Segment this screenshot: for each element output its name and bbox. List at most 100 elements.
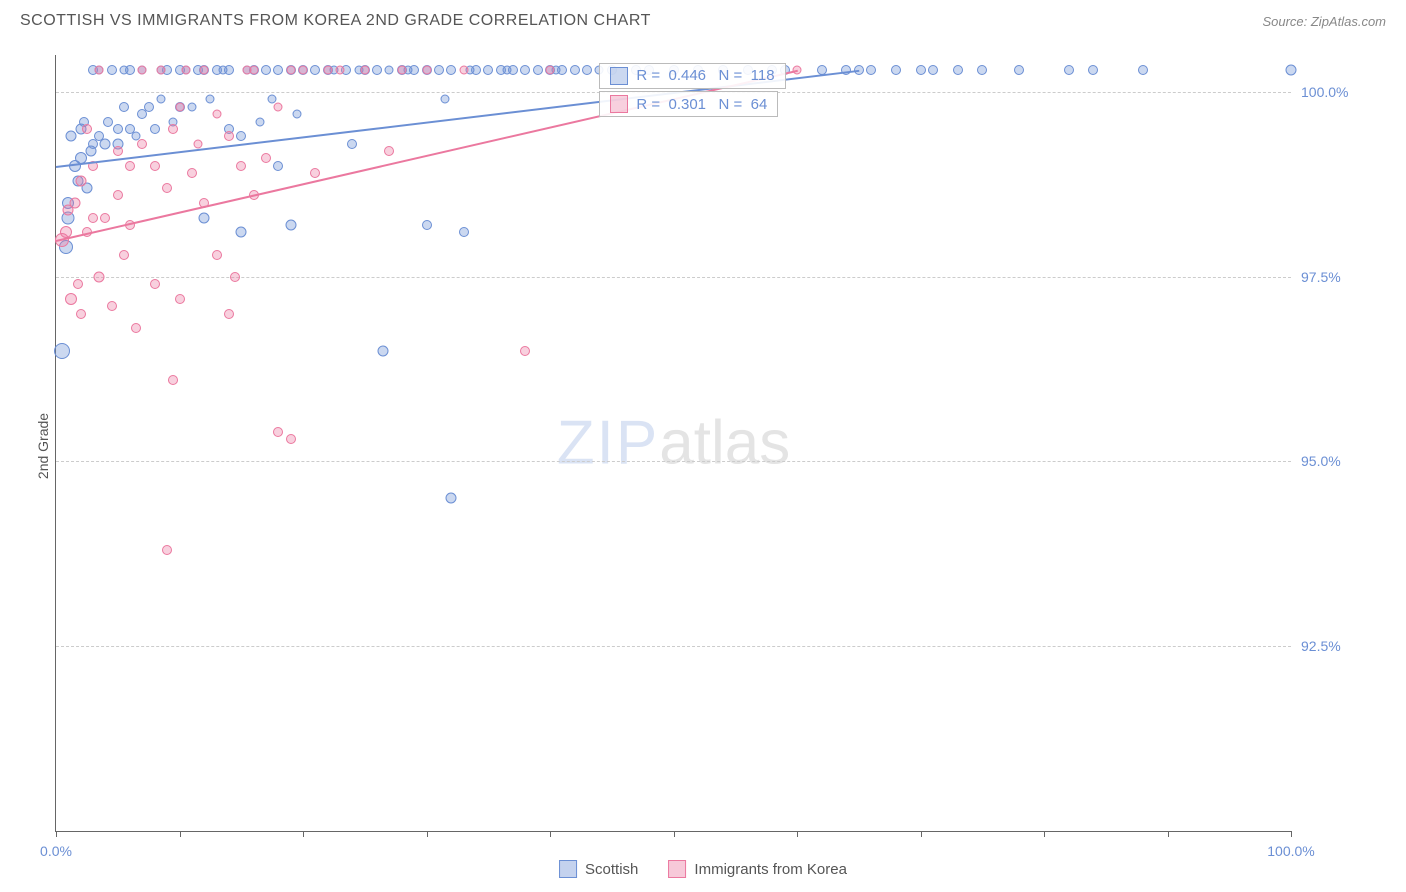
data-point <box>273 161 283 171</box>
data-point <box>1286 64 1297 75</box>
data-point <box>65 293 77 305</box>
data-point <box>459 227 469 237</box>
data-point <box>100 213 110 223</box>
data-point <box>150 124 160 134</box>
data-point <box>95 65 104 74</box>
data-point <box>187 168 197 178</box>
data-point <box>103 117 113 127</box>
data-point <box>273 427 283 437</box>
data-point <box>261 153 271 163</box>
data-point <box>347 139 357 149</box>
data-point <box>88 213 98 223</box>
data-point <box>54 343 70 359</box>
data-point <box>285 219 296 230</box>
data-point <box>866 65 876 75</box>
data-point <box>137 139 147 149</box>
stat-swatch <box>610 67 628 85</box>
data-point <box>113 124 123 134</box>
x-tick <box>797 831 798 837</box>
y-tick-label: 97.5% <box>1301 269 1361 285</box>
data-point <box>175 294 185 304</box>
data-point <box>441 95 450 104</box>
data-point <box>977 65 987 75</box>
data-point <box>953 65 963 75</box>
x-tick <box>921 831 922 837</box>
data-point <box>113 146 123 156</box>
legend-label: Scottish <box>585 861 638 878</box>
y-tick-label: 100.0% <box>1301 84 1361 100</box>
data-point <box>372 65 382 75</box>
data-point <box>144 102 154 112</box>
data-point <box>200 65 209 74</box>
data-point <box>508 65 518 75</box>
legend-swatch <box>559 860 577 878</box>
data-point <box>274 102 283 111</box>
chart-source: Source: ZipAtlas.com <box>1262 14 1386 29</box>
data-point <box>168 124 178 134</box>
data-point <box>230 272 240 282</box>
y-tick-label: 95.0% <box>1301 453 1361 469</box>
data-point <box>73 279 83 289</box>
data-point <box>156 65 165 74</box>
legend-item: Immigrants from Korea <box>668 860 847 878</box>
data-point <box>162 183 172 193</box>
x-tick-label: 100.0% <box>1267 843 1314 859</box>
data-point <box>570 65 580 75</box>
data-point <box>100 138 111 149</box>
data-point <box>75 175 86 186</box>
legend: Scottish Immigrants from Korea <box>559 860 847 878</box>
data-point <box>224 65 234 75</box>
data-point <box>236 161 246 171</box>
y-axis-label: 2nd Grade <box>35 413 51 479</box>
x-tick <box>674 831 675 837</box>
data-point <box>1014 65 1024 75</box>
data-point <box>378 345 389 356</box>
data-point <box>224 131 234 141</box>
data-point <box>546 65 555 74</box>
data-point <box>520 65 530 75</box>
chart-area: ZIPatlas 92.5%95.0%97.5%100.0%0.0%100.0%… <box>55 55 1291 832</box>
y-tick-label: 92.5% <box>1301 638 1361 654</box>
x-tick <box>550 831 551 837</box>
x-tick <box>180 831 181 837</box>
x-tick <box>1168 831 1169 837</box>
data-point <box>94 271 105 282</box>
data-point <box>131 323 141 333</box>
data-point <box>119 250 129 260</box>
legend-swatch <box>668 860 686 878</box>
data-point <box>150 161 160 171</box>
stat-box: R = 0.301 N = 64 <box>599 91 778 117</box>
data-point <box>194 139 203 148</box>
data-point <box>336 65 345 74</box>
data-point <box>236 131 246 141</box>
data-point <box>138 65 147 74</box>
data-point <box>323 65 332 74</box>
data-point <box>582 65 592 75</box>
data-point <box>156 95 165 104</box>
data-point <box>310 168 320 178</box>
data-point <box>1138 65 1148 75</box>
data-point <box>168 375 178 385</box>
data-point <box>125 161 135 171</box>
data-point <box>113 190 123 200</box>
data-point <box>249 65 258 74</box>
data-point <box>212 250 222 260</box>
x-tick <box>1291 831 1292 837</box>
data-point <box>206 95 215 104</box>
data-point <box>557 65 567 75</box>
data-point <box>261 65 271 75</box>
data-point <box>150 279 160 289</box>
data-point <box>446 493 457 504</box>
data-point <box>82 124 92 134</box>
watermark: ZIPatlas <box>557 408 790 479</box>
x-tick <box>303 831 304 837</box>
x-tick <box>1044 831 1045 837</box>
data-point <box>286 434 296 444</box>
x-tick <box>56 831 57 837</box>
data-point <box>891 65 901 75</box>
data-point <box>181 65 190 74</box>
legend-label: Immigrants from Korea <box>694 861 847 878</box>
data-point <box>107 301 117 311</box>
stat-r: R = 0.446 N = 118 <box>636 67 774 84</box>
gridline <box>56 461 1291 462</box>
